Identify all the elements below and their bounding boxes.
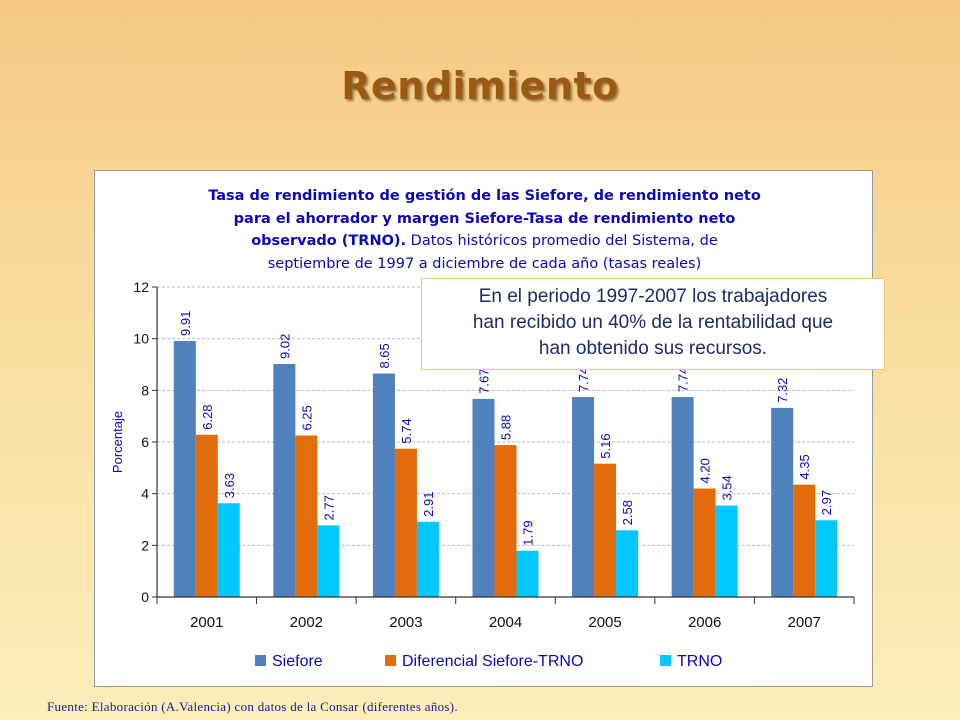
x-tick-label: 2004 <box>489 614 522 631</box>
callout-line-1: En el periodo 1997-2007 los trabajadores <box>478 286 828 307</box>
chart-title-line-1: Tasa de rendimiento de gestión de las Si… <box>208 188 761 204</box>
bar-siefore-2004 <box>472 398 495 597</box>
bar-diferencial-siefore-trno-2007 <box>793 484 816 597</box>
y-tick-label: 2 <box>141 537 149 553</box>
legend-swatch <box>660 655 671 666</box>
legend-label: TRNO <box>677 653 722 670</box>
bar-trno-2001 <box>217 503 240 597</box>
callout-box: En el periodo 1997-2007 los trabajadores… <box>421 278 885 370</box>
bar-trno-2002 <box>317 525 340 597</box>
chart-title-line-2: para el ahorrador y margen Siefore-Tasa … <box>233 210 736 227</box>
bar-siefore-2002 <box>273 363 296 597</box>
bar-siefore-2003 <box>372 373 395 597</box>
source-note: Fuente: Elaboración (A.Valencia) con dat… <box>47 699 458 714</box>
slide-title: Rendimiento <box>341 64 619 108</box>
data-label: 7.67 <box>477 369 492 394</box>
data-label: 2.58 <box>620 500 635 525</box>
y-tick-label: 4 <box>141 486 149 502</box>
data-label: 3.63 <box>222 473 237 498</box>
legend-swatch <box>385 655 396 666</box>
data-label: 7.74 <box>676 367 691 392</box>
data-label: 9.91 <box>178 311 193 336</box>
chart-title-line-3-bold: observado (TRNO). <box>251 233 407 249</box>
data-label: 1.79 <box>521 520 536 545</box>
data-label: 2.91 <box>421 492 436 517</box>
legend-label: Siefore <box>272 653 323 670</box>
x-tick-label: 2003 <box>389 614 422 631</box>
bar-chart: 0 2 4 6 8 10 12 Porcentaje 2001 2002 2003 2004 2005 2… <box>110 279 855 670</box>
bar-diferencial-siefore-trno-2003 <box>394 448 417 597</box>
bar-siefore-2007 <box>771 407 794 597</box>
data-label: 5.16 <box>598 433 613 458</box>
x-tick-label: 2007 <box>788 614 821 631</box>
data-label: 4.35 <box>797 454 812 479</box>
data-label: 2.77 <box>321 495 336 520</box>
data-label: 7.32 <box>775 378 790 403</box>
bar-trno-2003 <box>416 521 439 597</box>
chart-title: Tasa de rendimiento de gestión de las Si… <box>95 185 874 275</box>
data-label: 3.54 <box>720 475 735 500</box>
bar-diferencial-siefore-trno-2004 <box>494 445 517 597</box>
x-tick-label: 2005 <box>588 614 621 631</box>
data-label: 6.25 <box>299 405 314 430</box>
callout-line-2: han recibido un 40% de la rentabilidad q… <box>472 312 834 333</box>
bar-trno-2004 <box>516 550 539 597</box>
bar-trno-2007 <box>815 520 838 597</box>
legend-swatch <box>255 655 266 666</box>
data-label: 6.28 <box>200 404 215 429</box>
bar-diferencial-siefore-trno-2001 <box>195 434 218 597</box>
x-tick-label: 2002 <box>290 614 323 631</box>
data-label: 5.74 <box>399 418 414 443</box>
y-tick-label: 6 <box>141 434 149 450</box>
chart-title-line-3: Datos históricos promedio del Sistema, d… <box>406 233 718 249</box>
data-label: 8.65 <box>377 343 392 368</box>
x-tick-label: 2006 <box>688 614 721 631</box>
chart-panel: 0 2 4 6 8 10 12 Porcentaje 2001 2002 2003 2004 2005 2… <box>94 170 873 687</box>
callout-line-3: han obtenido sus recursos. <box>538 338 768 359</box>
data-label: 4.20 <box>698 458 713 483</box>
data-label: 9.02 <box>277 334 292 359</box>
bar-diferencial-siefore-trno-2005 <box>594 463 617 597</box>
bar-siefore-2005 <box>572 397 595 597</box>
bar-trno-2005 <box>616 530 639 597</box>
data-label: 2.97 <box>819 490 834 515</box>
y-tick-label: 12 <box>133 279 149 295</box>
y-tick-label: 10 <box>133 331 149 347</box>
x-tick-label: 2001 <box>190 614 223 631</box>
bar-trno-2006 <box>715 505 738 597</box>
y-tick-label: 0 <box>141 589 149 605</box>
y-tick-label: 8 <box>141 382 149 398</box>
chart-title-line-4: septiembre de 1997 a diciembre de cada a… <box>267 255 702 272</box>
y-axis-title: Porcentaje <box>110 411 125 473</box>
bar-diferencial-siefore-trno-2006 <box>693 488 716 597</box>
legend-label: Diferencial Siefore-TRNO <box>402 653 583 670</box>
bar-siefore-2001 <box>173 340 196 597</box>
bar-diferencial-siefore-trno-2002 <box>295 435 318 597</box>
data-label: 5.88 <box>499 415 514 440</box>
bar-siefore-2006 <box>671 397 694 597</box>
data-label: 7.74 <box>576 367 591 392</box>
